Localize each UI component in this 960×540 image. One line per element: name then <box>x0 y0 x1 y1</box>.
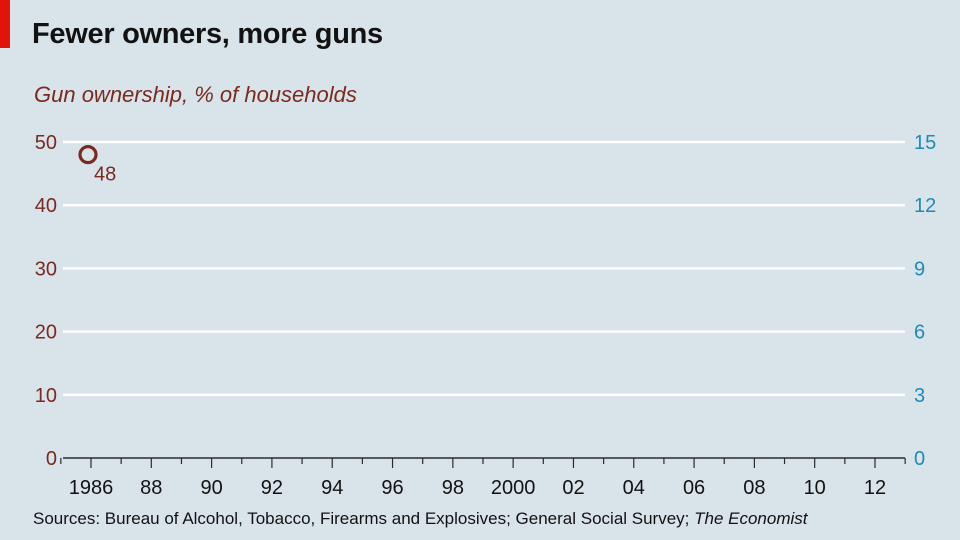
x-tick-label: 04 <box>623 477 645 499</box>
x-tick-label: 02 <box>562 477 584 499</box>
x-tick-label: 10 <box>804 477 826 499</box>
y-right-tick-label: 12 <box>914 195 936 217</box>
source-publisher: The Economist <box>694 509 808 528</box>
data-point <box>78 145 98 165</box>
y-right-tick-label: 0 <box>914 448 925 470</box>
y-left-tick-label: 10 <box>35 385 57 407</box>
data-label: 48 <box>94 164 116 186</box>
y-left-tick-label: 50 <box>35 132 57 154</box>
x-tick-label: 08 <box>743 477 765 499</box>
chart-title: Fewer owners, more guns <box>32 18 383 50</box>
x-tick-label: 94 <box>321 477 343 499</box>
x-tick-label: 98 <box>442 477 464 499</box>
y-left-tick-label: 40 <box>35 195 57 217</box>
x-tick-label: 06 <box>683 477 705 499</box>
source-text: Sources: Bureau of Alcohol, Tobacco, Fir… <box>33 509 695 528</box>
y-right-tick-label: 3 <box>914 385 925 407</box>
chart-source: Sources: Bureau of Alcohol, Tobacco, Fir… <box>33 509 808 529</box>
x-tick-label: 90 <box>200 477 222 499</box>
x-tick-label: 1986 <box>69 477 114 499</box>
brand-tag <box>0 0 10 48</box>
y-right-tick-label: 9 <box>914 258 925 280</box>
chart-subtitle: Gun ownership, % of households <box>34 82 357 107</box>
x-tick-label: 96 <box>381 477 403 499</box>
y-left-tick-label: 30 <box>35 258 57 280</box>
x-tick-label: 92 <box>261 477 283 499</box>
x-tick-label: 2000 <box>491 477 536 499</box>
x-tick-label: 12 <box>864 477 886 499</box>
x-tick-label: 88 <box>140 477 162 499</box>
y-right-tick-label: 15 <box>914 132 936 154</box>
y-right-tick-label: 6 <box>914 322 925 344</box>
y-left-tick-label: 0 <box>46 448 57 470</box>
y-left-tick-label: 20 <box>35 322 57 344</box>
